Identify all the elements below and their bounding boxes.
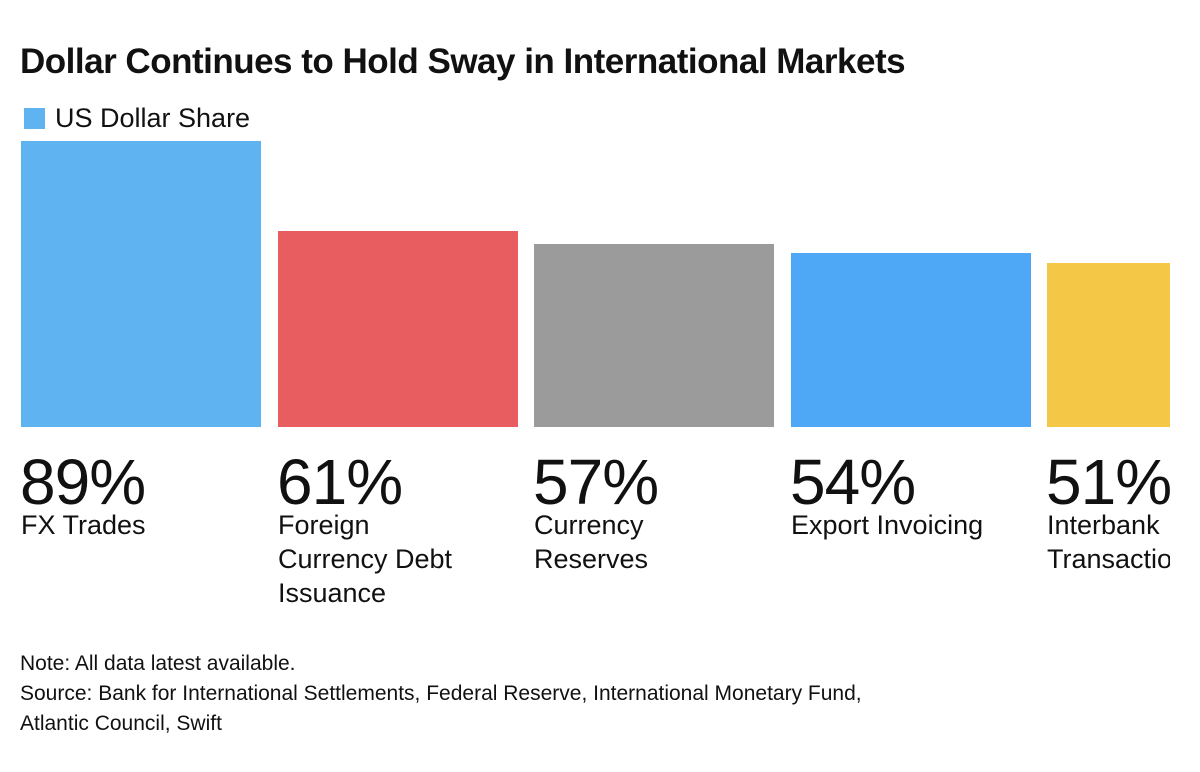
legend-label: US Dollar Share xyxy=(55,102,251,133)
source-line-2: Atlantic Council, Swift xyxy=(20,712,222,735)
bar-chart: 89% FX Trades 61% Foreign Currency Debt Issua… xyxy=(20,141,1170,610)
category-label-line: Issuance xyxy=(278,578,387,608)
footnote: Note: All data latest available. Source:… xyxy=(20,649,862,739)
bar-4 xyxy=(791,253,1031,427)
category-label-line: Currency Debt xyxy=(278,544,453,574)
category-label-5: Interbank Transactions xyxy=(1047,508,1170,576)
category-label-line: Interbank xyxy=(1047,510,1160,540)
category-label-4: Export Invoicing xyxy=(791,508,983,542)
chart-title: Dollar Continues to Hold Sway in Interna… xyxy=(20,42,906,81)
category-label-line: FX Trades xyxy=(21,510,146,540)
legend: US Dollar Share xyxy=(24,103,250,133)
bar-2 xyxy=(278,231,518,427)
bar-5 xyxy=(1047,263,1170,427)
category-label-3: Currency Reserves xyxy=(534,508,648,576)
bar-1 xyxy=(21,141,261,427)
value-label-1: 89% xyxy=(20,446,146,518)
category-label-line: Reserves xyxy=(534,544,649,574)
category-label-1: FX Trades xyxy=(21,508,146,542)
value-label-5: 51% xyxy=(1046,446,1170,518)
category-label-line: Transactions xyxy=(1047,544,1170,574)
category-label-line: Export Invoicing xyxy=(791,510,984,540)
note-text: Note: All data latest available. xyxy=(20,652,296,675)
legend-swatch xyxy=(24,107,45,129)
value-label-2: 61% xyxy=(277,446,403,518)
source-line-1: Source: Bank for International Settlemen… xyxy=(20,682,862,705)
category-label-2: Foreign Currency Debt Issuance xyxy=(278,508,452,610)
value-label-4: 54% xyxy=(790,446,916,518)
value-label-3: 57% xyxy=(533,446,659,518)
bar-3 xyxy=(534,244,774,427)
category-label-line: Currency xyxy=(534,510,644,540)
category-label-line: Foreign xyxy=(278,510,370,540)
